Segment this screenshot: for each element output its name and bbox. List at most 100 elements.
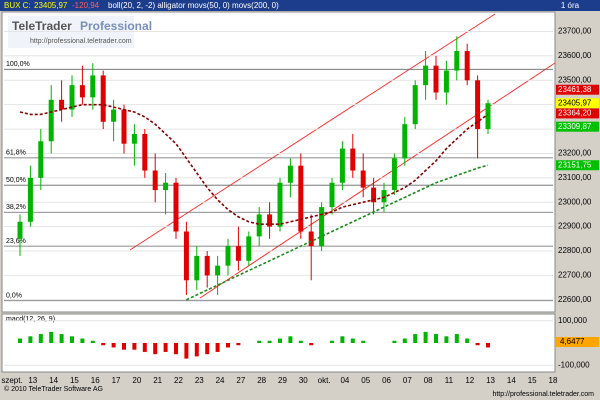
x-tick-label: 14 [49, 376, 58, 385]
macd-bar [153, 343, 158, 355]
x-tick-label: 11 [445, 376, 454, 385]
timeframe: 1 óra [561, 1, 580, 10]
macd-bar [413, 334, 418, 343]
price-marker-label: 23364,20 [558, 109, 592, 118]
candle-body [350, 148, 356, 171]
macd-bar [142, 343, 147, 352]
candle-body [298, 165, 304, 232]
candle-body [391, 158, 397, 191]
x-tick-label: 06 [382, 376, 391, 385]
main-plot [1, 11, 556, 313]
fib-label: 100,0% [6, 61, 30, 68]
candle-body [131, 133, 137, 144]
candle-body [204, 255, 210, 276]
logo-product: Professional [80, 19, 152, 33]
macd-bar [340, 336, 345, 343]
candle-body [319, 207, 325, 247]
candle-body [371, 187, 377, 203]
candle-body [194, 255, 200, 281]
x-tick-label: 08 [424, 376, 433, 385]
y-tick-label: 23500,00 [558, 75, 592, 84]
macd-bar [423, 331, 428, 343]
candle-body [121, 109, 127, 144]
macd-bar [205, 343, 210, 355]
candle-body [27, 177, 33, 222]
y-tick-label: 22700,00 [558, 271, 592, 280]
price-marker [556, 98, 599, 109]
macd-bar [174, 343, 178, 355]
candle-body [235, 246, 241, 261]
x-tick-label: 23 [195, 376, 204, 385]
candle-body [287, 165, 293, 183]
logo-url: http://professional.teletrader.com [30, 38, 132, 45]
x-tick-label: 28 [257, 376, 266, 385]
y-tick-label: 23100,00 [558, 173, 592, 182]
x-tick-label: 12 [465, 376, 474, 385]
x-tick-label: 17 [112, 376, 121, 385]
x-tick-label: 16 [91, 376, 100, 385]
candle-body [339, 148, 345, 183]
macd-bar [392, 340, 397, 343]
macd-bar [486, 343, 490, 348]
candle-body [69, 85, 75, 110]
candle-body [215, 265, 221, 276]
candle-body [277, 182, 283, 227]
macd-bar [18, 338, 22, 343]
footer-url: http://professional.teletrader.com [492, 391, 594, 398]
candle-body [433, 65, 439, 93]
macd-bar [90, 340, 95, 343]
macd-bar [475, 343, 480, 346]
x-tick-label: 15 [528, 376, 537, 385]
macd-bar [236, 343, 241, 346]
macd-bar [101, 343, 106, 346]
y-tick-label: -100,000 [558, 360, 590, 369]
candle-body [443, 70, 449, 93]
x-tick-label: 18 [549, 376, 558, 385]
candle-body [360, 170, 366, 188]
candle-body [256, 214, 262, 237]
price-marker [556, 108, 599, 119]
x-tick-label: 21 [153, 376, 162, 385]
macd-bar [278, 338, 282, 343]
candle-body [381, 190, 387, 203]
macd-marker-label: 4,6477 [560, 337, 585, 346]
candle-body [100, 75, 106, 122]
macd-bar [288, 336, 293, 343]
macd-bar [194, 343, 199, 357]
macd-bar [257, 340, 262, 343]
macd-bar [298, 340, 303, 343]
x-tick-label: 15 [70, 376, 79, 385]
macd-bar [309, 343, 314, 346]
candle-body [475, 80, 481, 130]
y-tick-label: 100,000 [558, 316, 587, 325]
candle-body [329, 182, 335, 208]
price-marker-label: 23461,38 [558, 85, 592, 94]
last-price: 23405,97 [34, 1, 68, 10]
candle-body [17, 221, 23, 239]
macd-bar [444, 336, 449, 343]
macd-bar [215, 343, 220, 352]
macd-bar [38, 334, 43, 343]
macd-bar [111, 343, 116, 348]
price-marker-label: 23151,75 [558, 160, 592, 169]
macd-bar [70, 336, 74, 343]
candle-body [423, 65, 429, 86]
macd-bar [132, 343, 137, 350]
candle-body [183, 231, 189, 281]
candle-body [163, 182, 169, 191]
symbol: BUX C: [4, 1, 31, 10]
candle-body [267, 214, 273, 227]
candle-body [246, 236, 252, 261]
price-marker [556, 84, 599, 95]
fib-label: 0,0% [6, 293, 22, 300]
logo-brand: TeleTrader [12, 19, 72, 33]
candle-body [152, 170, 158, 191]
x-tick-label: 04 [340, 376, 349, 385]
fib-label: 50,0% [6, 177, 26, 184]
candle-body [79, 85, 85, 98]
candle-body [454, 51, 460, 71]
copyright: © 2010 TeleTrader Software AG [4, 385, 103, 393]
macd-bar [80, 338, 85, 343]
candle-body [38, 141, 44, 178]
macd-bar [226, 343, 230, 348]
